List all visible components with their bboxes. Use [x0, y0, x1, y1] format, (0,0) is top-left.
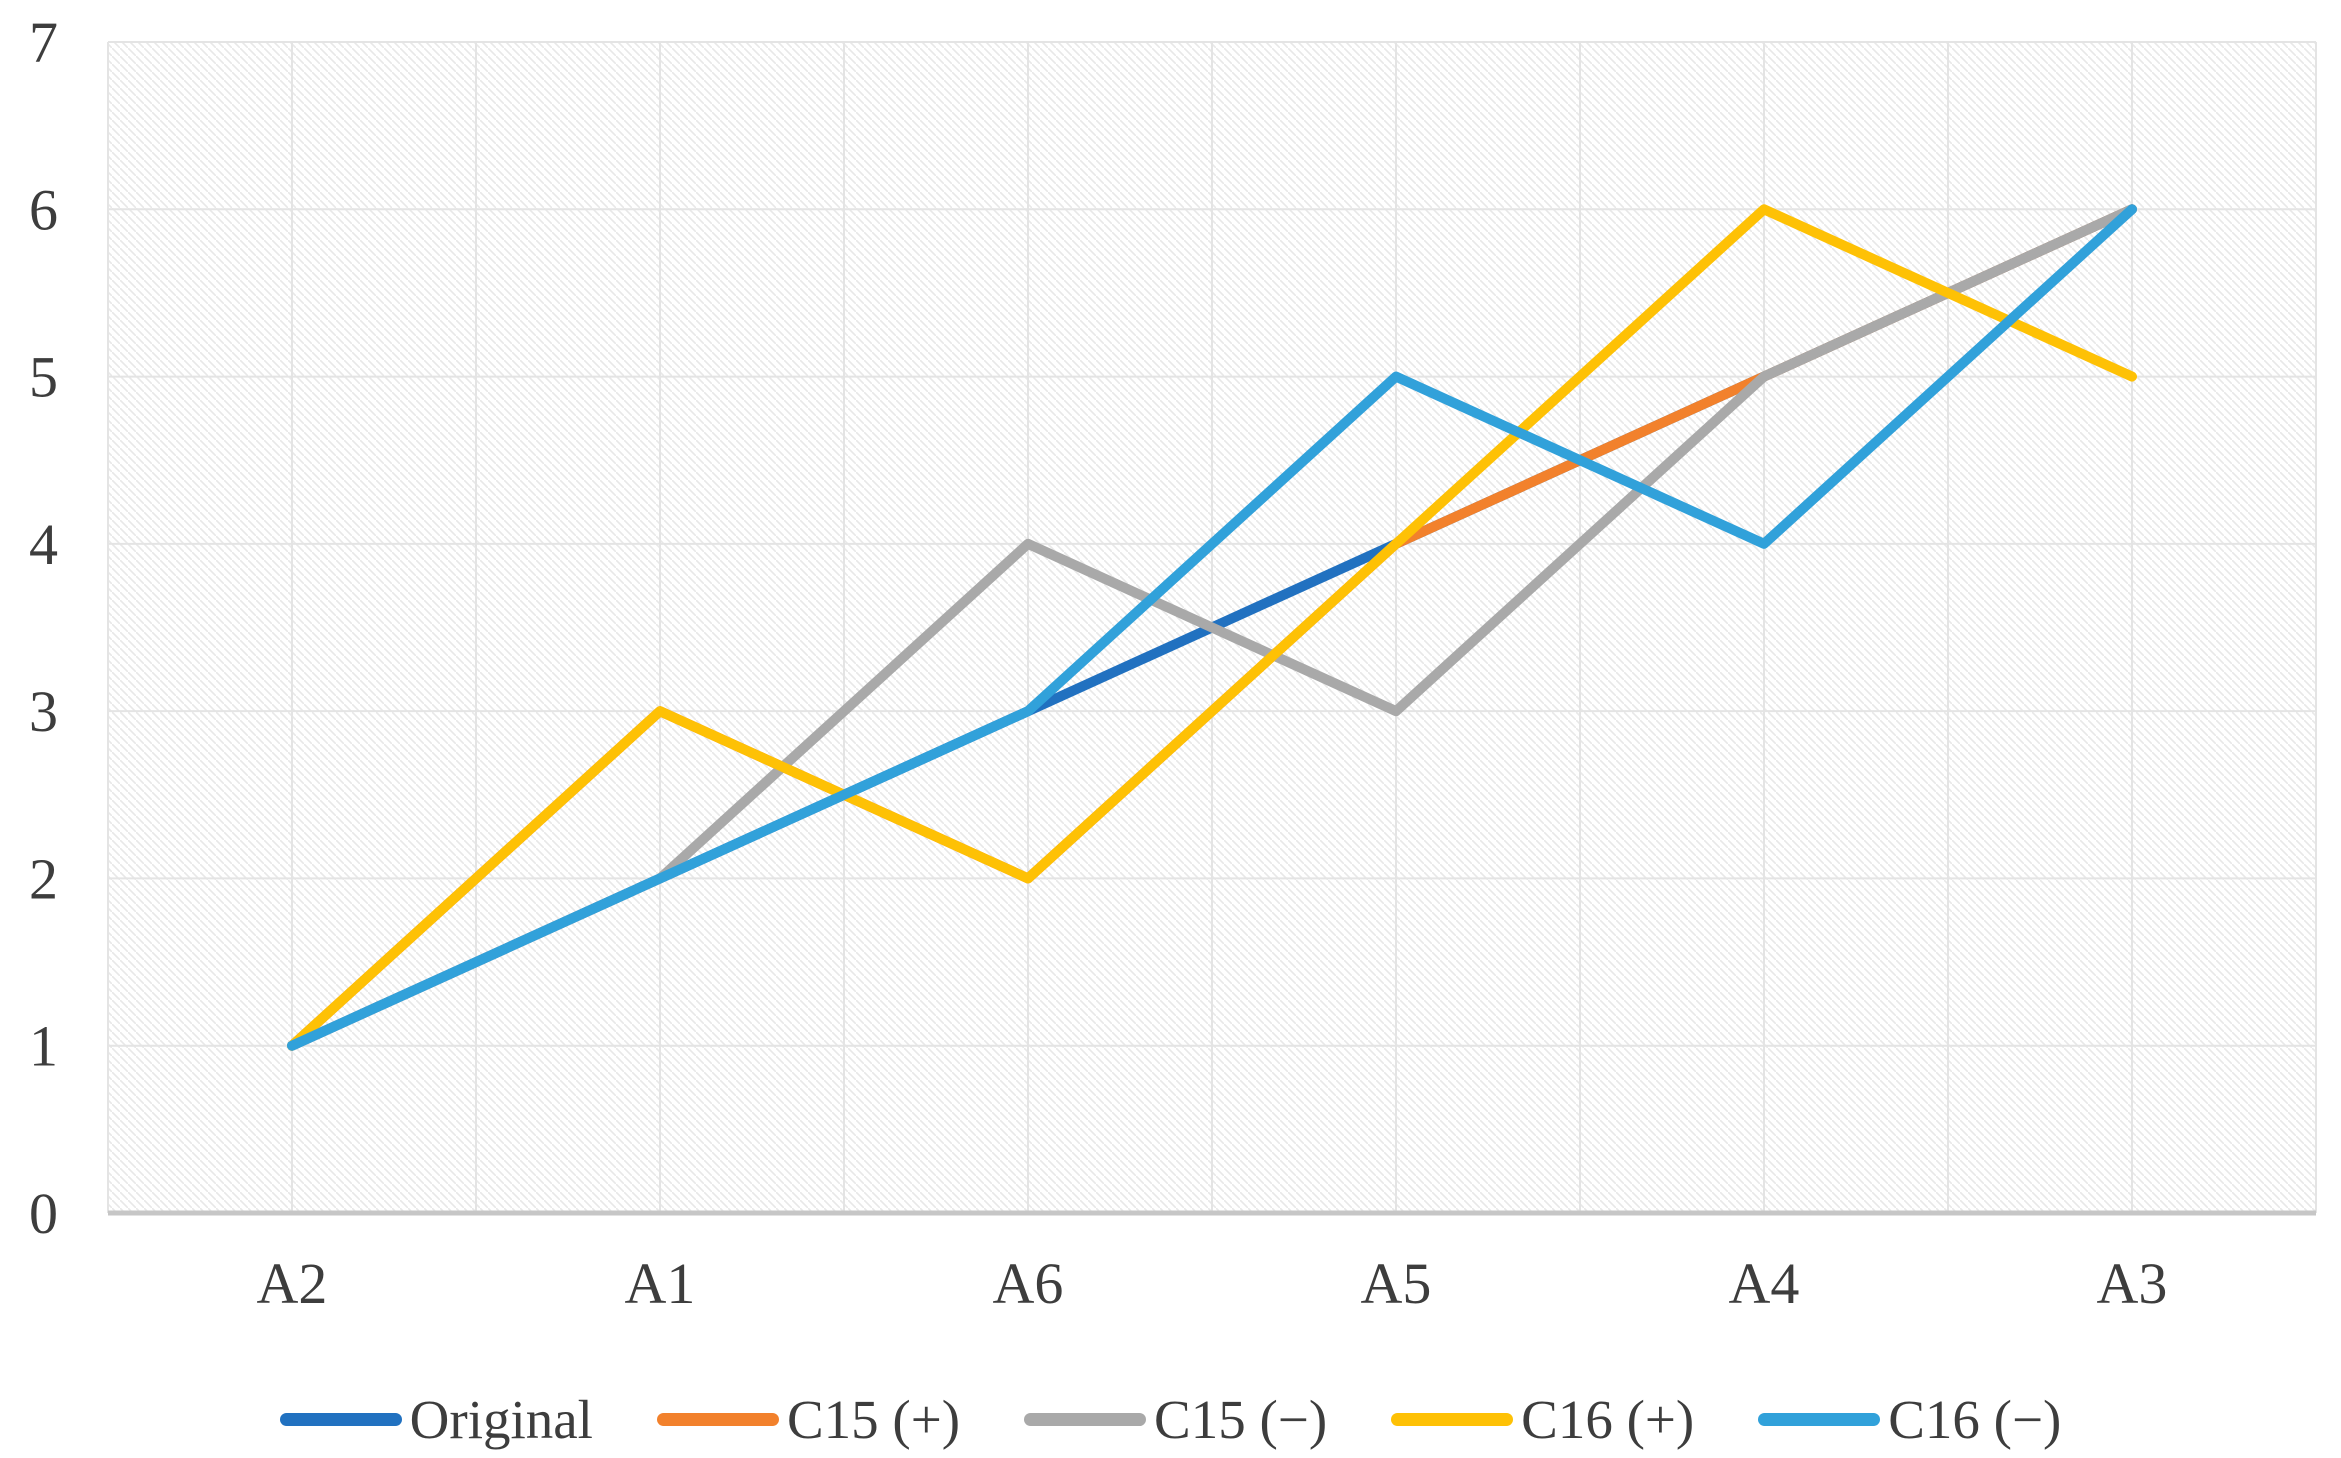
legend-swatch-c16: [1758, 1413, 1881, 1426]
legend: Original C15 (+) C15 (−) C16 (+) C16 (−): [0, 1388, 2341, 1451]
legend-label: C15 (+): [786, 1389, 961, 1450]
x-axis-label-a1: A1: [625, 1251, 696, 1316]
legend-item-c16: C16 (+): [1391, 1388, 1694, 1451]
legend-swatch-c16: [1391, 1413, 1514, 1426]
y-axis-tick-label: 0: [29, 1181, 58, 1246]
legend-item-c15: C15 (−): [1024, 1388, 1327, 1451]
legend-item-original: Original: [279, 1388, 593, 1451]
gridlines: [107, 41, 2317, 1216]
series-lines: [287, 204, 2137, 1051]
legend-item-c16: C16 (−): [1758, 1388, 2061, 1451]
x-axis-label-a4: A4: [1729, 1251, 1800, 1316]
y-axis-tick-label: 5: [29, 345, 58, 410]
y-axis-tick-label: 4: [29, 512, 58, 577]
y-axis-tick-label: 1: [29, 1014, 58, 1079]
y-axis-tick-labels: 0 1 2 3 4 5 6 7: [29, 10, 58, 1246]
y-axis-tick-label: 7: [29, 10, 58, 75]
y-axis-tick-label: 2: [29, 846, 58, 911]
x-axis-label-a2: A2: [257, 1251, 328, 1316]
x-axis-label-a3: A3: [2097, 1251, 2168, 1316]
legend-swatch-original: [279, 1413, 402, 1426]
series-line-c16: [287, 204, 2137, 1051]
chart-svg: 0 1 2 3 4 5 6 7 A2 A1 A6 A5 A4 A3: [29, 10, 2317, 1316]
series-line-c16: [287, 204, 2137, 1051]
legend-label: C16 (−): [1888, 1389, 2062, 1450]
y-axis-tick-label: 3: [29, 679, 58, 744]
legend-item-c15: C15 (+): [656, 1388, 961, 1451]
x-axis-label-a5: A5: [1361, 1251, 1432, 1316]
legend-label: C15 (−): [1154, 1389, 1328, 1450]
legend-label: C16 (+): [1521, 1389, 1695, 1450]
legend-swatch-c15: [1024, 1413, 1147, 1426]
legend-label: Original: [409, 1389, 593, 1450]
x-axis-labels: A2 A1 A6 A5 A4 A3: [257, 1251, 2168, 1316]
legend-swatch-c15: [656, 1413, 779, 1426]
x-axis-label-a6: A6: [993, 1251, 1064, 1316]
y-axis-tick-label: 6: [29, 177, 58, 242]
